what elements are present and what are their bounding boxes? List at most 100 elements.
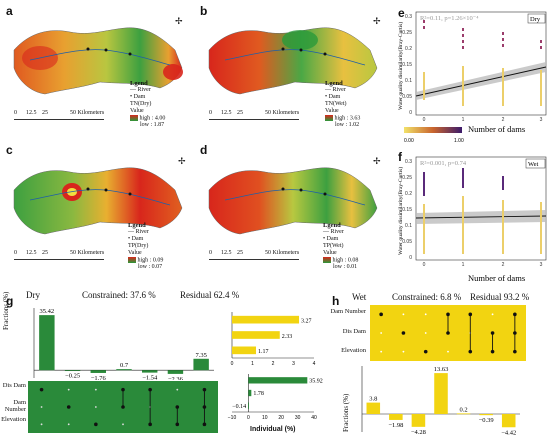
bar-label: 7.35 bbox=[195, 352, 206, 359]
panel-letter-f: f bbox=[398, 150, 402, 164]
x-tick: −10 bbox=[228, 415, 237, 421]
f-ytick: 0.1 bbox=[405, 223, 412, 229]
h-set-matrix bbox=[370, 305, 526, 361]
bar bbox=[39, 315, 55, 371]
panel-letter-g: g bbox=[6, 294, 14, 308]
matrix-dot bbox=[491, 313, 494, 316]
bar bbox=[456, 413, 471, 415]
f-ytick: 0 bbox=[409, 255, 412, 261]
g-set-matrix bbox=[28, 381, 218, 433]
bar bbox=[501, 414, 516, 428]
matrix-dot bbox=[94, 388, 97, 391]
panel-letter-h: h bbox=[332, 294, 340, 308]
bar bbox=[248, 377, 308, 384]
h-row-elevation: Elevation bbox=[341, 347, 366, 354]
map-tn-wet: ✢ Lgend — River • Dam TN(Wet) Value high… bbox=[205, 10, 395, 138]
panel-letter-b: b bbox=[200, 4, 208, 18]
e-ytick: 0.3 bbox=[405, 14, 412, 20]
matrix-dot bbox=[67, 388, 70, 391]
bar bbox=[389, 414, 403, 420]
scale-bar: 0 12.5 25 50 Kilometers bbox=[209, 110, 319, 120]
e-ytick: 0 bbox=[409, 110, 412, 116]
g-individual-green-chart: 35.92 1.78 −0.14 −10 0 10 20 30 40 bbox=[228, 374, 323, 421]
e-xlabel: Number of dams bbox=[468, 124, 525, 134]
bar-label: −4.42 bbox=[501, 429, 516, 436]
north-arrow-icon: ✢ bbox=[373, 16, 381, 26]
panel-letter-a: a bbox=[6, 4, 13, 18]
g-individual-xlabel: Individual (%) bbox=[250, 426, 296, 433]
g-row-elevation: Elevation bbox=[1, 416, 26, 423]
bar bbox=[232, 346, 256, 355]
h-fractions-chart: 3.8 −1.98 −4.28 13.63 0.2 −0.39 −4.42 bbox=[361, 366, 520, 436]
map-tp-dry: ✢ Lgend — River • Dam TP(Dry) Value high… bbox=[10, 150, 200, 278]
e-ytick: 0.25 bbox=[402, 30, 412, 36]
matrix-dot bbox=[401, 331, 406, 335]
matrix-dot bbox=[468, 312, 473, 317]
matrix-dot bbox=[380, 350, 383, 353]
bar-label: −0.39 bbox=[479, 417, 494, 424]
x-tick: 3 bbox=[292, 361, 295, 367]
map-tn-dry: ✢ Lgend — River • Dam TN(Dry) Value high… bbox=[10, 10, 200, 138]
bar bbox=[142, 370, 158, 373]
matrix-dot bbox=[40, 423, 43, 426]
bar bbox=[248, 402, 249, 409]
x-tick: 2 bbox=[272, 361, 275, 367]
g-ylabel: Fractions (%) bbox=[2, 291, 10, 330]
f-ytick: 0.05 bbox=[402, 239, 412, 245]
matrix-dot bbox=[402, 313, 405, 316]
map-legend: Lgend — River • Dam TP(Wet) Value high :… bbox=[323, 222, 359, 271]
e-ytick: 0.2 bbox=[405, 46, 412, 52]
bar bbox=[193, 358, 209, 371]
scale-bar: 0 12.5 25 50 Kilometers bbox=[209, 250, 319, 260]
bar bbox=[248, 389, 252, 397]
f-xtick: 2 bbox=[502, 262, 505, 268]
bar bbox=[90, 370, 106, 373]
g-constrained: Constrained: 37.6 % bbox=[82, 290, 156, 300]
h-constrained: Constrained: 6.8 % bbox=[392, 292, 462, 302]
scale-bar: 0 12.5 25 50 Kilometers bbox=[14, 250, 124, 260]
matrix-dot bbox=[40, 406, 43, 408]
bar bbox=[411, 414, 426, 427]
g-row-dam-number: Dam Number bbox=[4, 399, 26, 413]
g-fractions-chart: 35.42 −0.25 −1.76 0.7 −1.54 −2.36 7.35 bbox=[33, 308, 214, 380]
h-ylabel: Fractions (%) bbox=[342, 393, 350, 432]
g-residual: Residual 62.4 % bbox=[180, 290, 240, 300]
x-tick: 20 bbox=[278, 415, 284, 421]
g-season: Dry bbox=[26, 290, 40, 300]
bar-label: −0.14 bbox=[232, 404, 246, 410]
matrix-dot bbox=[446, 312, 450, 317]
h-residual: Residual 93.2 % bbox=[470, 292, 530, 302]
h-row-dis-dam: Dis Dam bbox=[342, 328, 366, 335]
bar-label: 0.7 bbox=[120, 362, 129, 369]
e-xtick: 1 bbox=[462, 117, 465, 123]
matrix-dot bbox=[380, 332, 383, 334]
bar-label: −1.98 bbox=[388, 422, 403, 429]
matrix-dot bbox=[447, 350, 449, 353]
matrix-dot bbox=[122, 423, 124, 426]
north-arrow-icon: ✢ bbox=[178, 156, 186, 166]
e-xtick: 3 bbox=[540, 117, 543, 123]
matrix-dot bbox=[402, 350, 405, 353]
bar-label: 1.17 bbox=[258, 349, 269, 355]
colorbar bbox=[404, 127, 462, 133]
f-xtick: 3 bbox=[540, 262, 543, 268]
f-ylabel: Water quality dissimilarity(Bray-Curtis) bbox=[397, 167, 404, 255]
e-stat: R²=0.11, p=1.26×10⁻⁴ bbox=[420, 15, 479, 22]
bar bbox=[366, 402, 381, 414]
matrix-dot bbox=[66, 405, 71, 409]
map-tp-wet: ✢ Lgend — River • Dam TP(Wet) Value high… bbox=[205, 150, 395, 278]
matrix-dot bbox=[94, 406, 97, 408]
e-season: Dry bbox=[530, 16, 541, 23]
matrix-dot bbox=[94, 422, 98, 427]
map-legend: Lgend — River • Dam TN(Dry) Value high :… bbox=[130, 80, 166, 129]
bar bbox=[116, 369, 132, 371]
colorbar-max: 1.00 bbox=[454, 138, 464, 144]
f-xtick: 0 bbox=[423, 262, 426, 268]
bar-label: 35.42 bbox=[40, 308, 55, 315]
bar-label: −0.25 bbox=[65, 373, 80, 380]
f-ytick: 0.15 bbox=[402, 207, 412, 213]
bar-label: 35.92 bbox=[309, 379, 323, 385]
bar bbox=[64, 370, 81, 372]
x-tick: 1 bbox=[251, 361, 254, 367]
x-tick: 4 bbox=[313, 361, 316, 367]
